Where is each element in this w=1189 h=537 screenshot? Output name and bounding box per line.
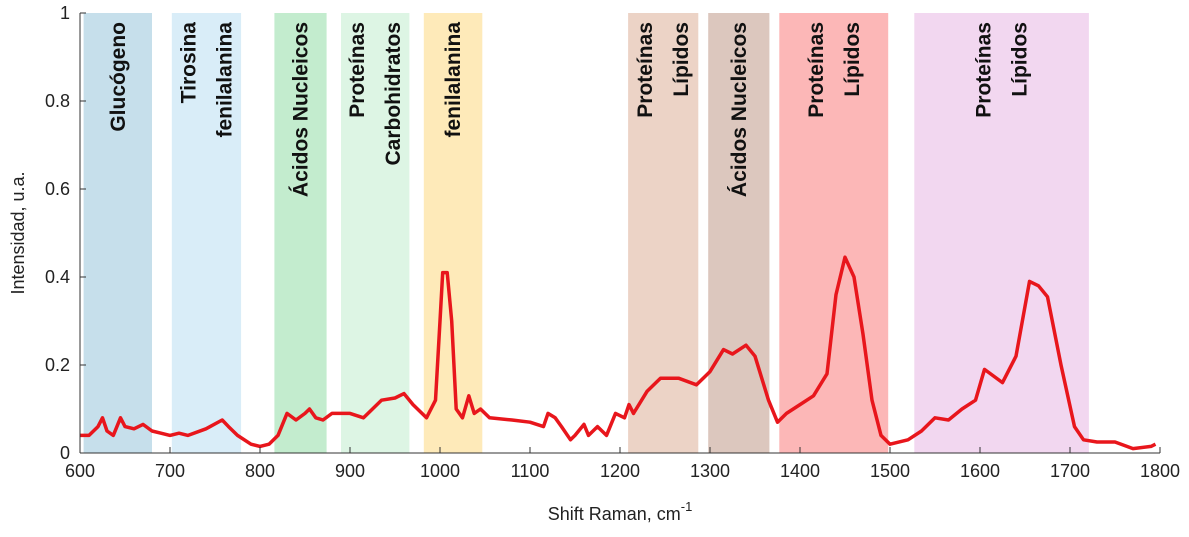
- x-axis-label: Shift Raman, cm-1: [548, 499, 693, 524]
- y-tick-label: 0: [60, 443, 70, 463]
- spectrum-line: [80, 255, 1157, 451]
- y-tick-label: 0.4: [45, 267, 70, 287]
- band: [708, 13, 770, 453]
- x-tick-label: 1700: [1050, 461, 1090, 481]
- band-label: Proteínas: [805, 22, 828, 118]
- band: [341, 13, 410, 453]
- y-tick-label: 1: [60, 3, 70, 23]
- band-label: Lípidos: [670, 22, 693, 97]
- band: [914, 13, 1089, 453]
- band-label: Glucógeno: [107, 22, 130, 132]
- band: [171, 13, 242, 453]
- x-tick-label: 800: [245, 461, 275, 481]
- band-label: fenilalanina: [442, 22, 465, 138]
- x-tick-label: 600: [65, 461, 95, 481]
- y-tick-label: 0.6: [45, 179, 70, 199]
- x-axis-label-sup: -1: [681, 499, 693, 514]
- x-tick-label: 1600: [960, 461, 1000, 481]
- x-tick-label: 1200: [600, 461, 640, 481]
- x-tick-label: 1300: [690, 461, 730, 481]
- band: [274, 13, 327, 453]
- x-tick-label: 1100: [511, 461, 550, 481]
- y-axis-label: Intensidad, u.a.: [8, 171, 28, 294]
- x-tick-label: 700: [155, 461, 185, 481]
- band-label: Proteínas: [634, 22, 657, 118]
- y-tick-label: 0.2: [45, 355, 70, 375]
- x-axis-label-text: Shift Raman, cm: [548, 504, 681, 524]
- x-tick-label: 900: [335, 461, 365, 481]
- x-tick-label: 1800: [1140, 461, 1180, 481]
- band-label: fenilalanina: [213, 22, 236, 138]
- x-tick-label: 1500: [870, 461, 910, 481]
- band-label: Lípidos: [1009, 22, 1032, 97]
- y-tick-label: 0.8: [45, 91, 70, 111]
- x-tick-label: 1000: [420, 461, 460, 481]
- band-label: Tirosina: [177, 22, 200, 104]
- band: [83, 13, 152, 453]
- band-label: Ácidos Nucleicos: [290, 22, 313, 197]
- x-tick-label: 1400: [780, 461, 820, 481]
- band-label: Lípidos: [841, 22, 864, 97]
- band-label: Proteínas: [973, 22, 996, 118]
- band-label: Ácidos Nucleicos: [728, 22, 751, 197]
- band-label: Proteínas: [346, 22, 369, 118]
- band-label: Carbohidratos: [382, 22, 405, 166]
